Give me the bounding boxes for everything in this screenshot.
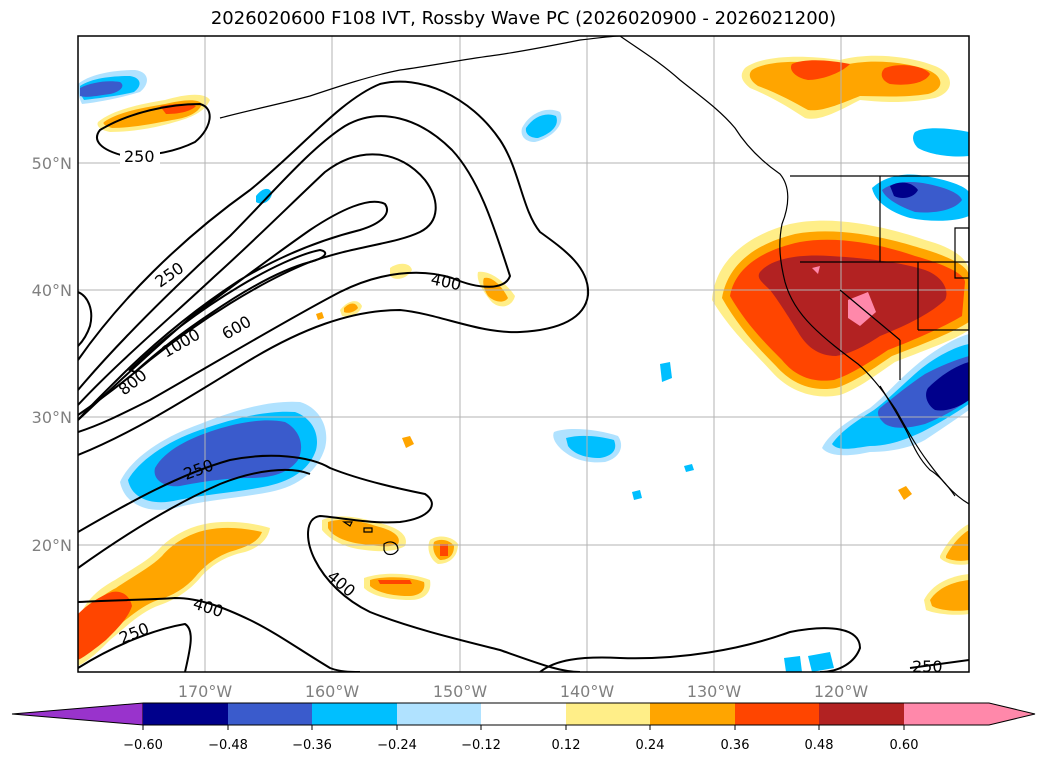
contour-250-bottom: [78, 622, 192, 672]
colorbar-tick-label: 0.12: [552, 738, 581, 753]
positive-anomaly-southwest-2: [78, 527, 262, 658]
positive-anomaly-jet-4: [402, 436, 414, 448]
positive-anomaly-southwest-3: [78, 591, 132, 660]
map-title: 2026020600 F108 IVT, Rossby Wave PC (202…: [210, 8, 837, 29]
contour-250-aleutian: [96, 102, 211, 158]
colorbar-segment: [143, 703, 228, 725]
colorbar-segment: [819, 703, 904, 725]
colorbar-segment: [312, 703, 397, 725]
colorbar-tick-label: 0.24: [636, 738, 665, 753]
negative-anomaly-bottom-2: [808, 652, 834, 672]
contour-600: [78, 153, 437, 416]
negative-anomaly-bottom-1: [784, 656, 802, 672]
positive-anomaly-canada-3: [790, 60, 850, 80]
state-border-6: [839, 289, 901, 341]
colorbar-outline: [143, 702, 1036, 726]
longitude-label: 120°W: [814, 682, 869, 701]
contour-250-far: [539, 627, 862, 672]
longitude-label: 170°W: [178, 682, 233, 701]
latitude-label: 40°N: [32, 281, 72, 300]
contour-400: [78, 115, 512, 433]
colorbar-segment: [566, 703, 650, 725]
colorbar-tick-label: 0.36: [721, 738, 750, 753]
colorbar-tick-label: −0.12: [461, 738, 501, 753]
colorbar: −0.60 −0.48 −0.36 −0.24 −0.12 0.12 0.24 …: [11, 702, 1036, 753]
contour-250-outer: [78, 80, 590, 456]
contour-1000: [128, 248, 327, 374]
colorbar-segment: [228, 703, 312, 725]
contour-label: 250: [124, 147, 155, 166]
colorbar-min-extend: [11, 702, 144, 726]
coastline-north-america: [619, 36, 969, 505]
colorbar-segment: [397, 703, 481, 725]
positive-anomaly-hawaii-2c: [378, 580, 412, 584]
contour-250-south-2: [78, 468, 311, 569]
positive-anomaly-hawaii-3c: [440, 544, 448, 556]
coastlines: [219, 36, 969, 556]
negative-anomaly-east-central-2: [566, 435, 616, 458]
negative-anomaly-east-central-3: [660, 362, 672, 382]
map-frame: [77, 35, 970, 673]
contour-250-far-right: [909, 659, 969, 669]
positive-anomaly-california-6: [812, 266, 820, 274]
contour-label: 250: [912, 657, 943, 676]
longitude-label: 140°W: [560, 682, 615, 701]
hawaii-island-2: [363, 527, 373, 533]
negative-anomaly-central-3: [154, 420, 302, 487]
colorbar-segment: [481, 703, 566, 725]
positive-anomaly-se-3: [898, 486, 912, 500]
colorbar-max-extend: [904, 703, 1035, 725]
state-border-8: [954, 227, 969, 279]
contour-250-south: [78, 454, 581, 672]
positive-anomaly-southwest: [78, 521, 270, 666]
latitude-label: 30°N: [32, 408, 72, 427]
positive-anomaly-jet-5: [316, 312, 324, 320]
negative-anomaly-bc: [913, 128, 969, 157]
colorbar-tick-label: −0.24: [377, 738, 417, 753]
ivt-contours: [78, 80, 969, 672]
positive-anomaly-jet-3b: [344, 303, 358, 313]
longitude-label: 160°W: [305, 682, 360, 701]
colorbar-tick-label: 0.60: [890, 738, 919, 753]
latitude-axis: 50°N 40°N 30°N 20°N: [32, 154, 72, 555]
hawaii-island-1: [383, 541, 399, 556]
positive-anomaly-canada-4: [881, 65, 930, 85]
colorbar-tick-label: −0.36: [292, 738, 332, 753]
longitude-label: 150°W: [433, 682, 488, 701]
negative-anomaly-small-2: [684, 464, 694, 472]
colorbar-ticks: [142, 725, 905, 730]
colorbar-segment: [735, 703, 819, 725]
colorbar-segment: [650, 703, 735, 725]
positive-anomaly-hawaii-1b: [328, 519, 399, 547]
negative-anomaly-pnw-3: [890, 182, 918, 198]
positive-anomaly-se-1b: [930, 580, 969, 611]
negative-anomaly-small-1: [632, 490, 642, 500]
negative-anomaly-nw-1c: [80, 81, 123, 97]
negative-anomaly-nw-2b: [525, 114, 557, 138]
hawaii-island-3: [342, 521, 353, 527]
colorbar-tick-label: −0.60: [123, 738, 163, 753]
contour-250-left-edge: [78, 291, 93, 347]
colorbar-tick-label: −0.48: [208, 738, 248, 753]
longitude-axis: 170°W 160°W 150°W 140°W 130°W 120°W: [178, 682, 869, 701]
latitude-label: 20°N: [32, 536, 72, 555]
latitude-label: 50°N: [32, 154, 72, 173]
coastline-alaska: [219, 36, 621, 119]
contour-400-south: [78, 596, 361, 672]
gridlines: [78, 36, 969, 672]
negative-anomaly-nw-3: [256, 188, 272, 204]
colorbar-tick-label: 0.48: [805, 738, 834, 753]
coastline-baja: [879, 385, 956, 497]
longitude-label: 130°W: [687, 682, 742, 701]
negative-anomaly-baja-4: [926, 362, 969, 411]
